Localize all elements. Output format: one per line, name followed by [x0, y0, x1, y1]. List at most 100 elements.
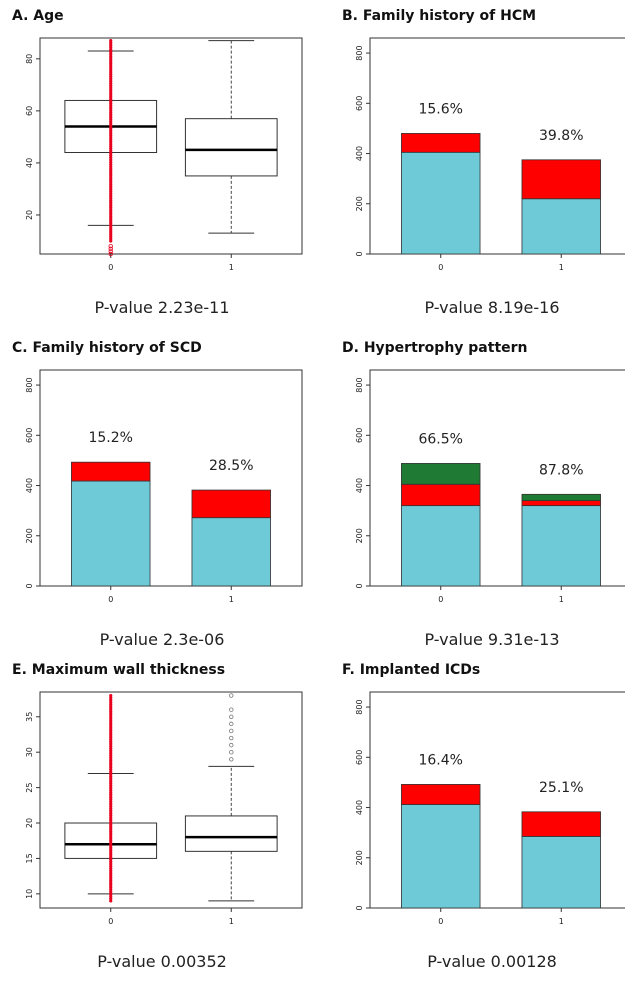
x-tick-label: 1	[229, 263, 234, 272]
data-point	[109, 41, 113, 45]
data-point	[109, 737, 113, 741]
data-point	[109, 70, 113, 74]
data-point	[109, 807, 113, 811]
data-point	[109, 225, 113, 230]
data-point	[109, 850, 113, 855]
data-point	[109, 871, 113, 875]
data-point	[109, 797, 113, 801]
data-point	[109, 117, 113, 122]
outlier-point	[229, 707, 234, 712]
p-value: P-value 9.31e-13	[424, 630, 560, 649]
data-point	[109, 707, 113, 711]
data-point	[109, 178, 113, 182]
data-point	[109, 846, 113, 850]
bar-segment	[521, 811, 601, 837]
data-point	[109, 129, 113, 133]
data-point	[109, 189, 113, 194]
data-point	[109, 758, 113, 762]
data-point	[109, 880, 113, 885]
data-point	[109, 867, 113, 871]
y-tick-label: 400	[355, 478, 364, 493]
data-point	[109, 818, 113, 822]
plot-frame	[39, 369, 303, 587]
data-point	[109, 717, 113, 721]
data-point	[109, 39, 113, 43]
panel-title: A. Age	[12, 8, 64, 24]
data-point	[109, 147, 113, 151]
y-tick-label: 600	[355, 428, 364, 443]
data-point	[109, 122, 113, 126]
data-point	[109, 760, 113, 765]
data-point	[109, 793, 113, 797]
data-point	[109, 212, 113, 216]
data-point	[109, 126, 113, 131]
x-tick-label: 0	[108, 917, 113, 926]
y-tick-label: 400	[355, 800, 364, 815]
data-point	[109, 772, 113, 776]
data-point	[109, 99, 113, 103]
data-point	[109, 234, 113, 239]
data-point	[109, 855, 113, 859]
panel-implanted-icds: F. Implanted ICDs 0 200 400 600 800 0 1 16.4% 25…	[342, 662, 625, 982]
data-point	[109, 726, 113, 730]
data-point	[109, 174, 113, 178]
y-tick-label: 0	[355, 251, 364, 256]
plot-frame	[369, 369, 625, 587]
data-point	[109, 770, 113, 774]
plot-frame	[39, 691, 303, 909]
data-point	[109, 59, 113, 63]
data-point	[109, 158, 113, 162]
data-point	[109, 106, 113, 110]
y-tick-label: 0	[25, 583, 34, 588]
p-value: P-value 0.00352	[97, 952, 227, 971]
box	[184, 118, 278, 177]
data-point	[109, 52, 113, 56]
data-point	[109, 216, 113, 221]
age-boxplot: 20 40 60 80 0 1	[25, 37, 303, 272]
bar-segment	[401, 784, 481, 805]
data-point	[109, 753, 113, 758]
data-point	[109, 201, 113, 205]
data-point	[109, 747, 113, 751]
data-point	[109, 804, 113, 808]
y-tick-label: 400	[355, 146, 364, 161]
data-point	[109, 730, 113, 735]
panel-max-wall-thickness: E. Maximum wall thickness 10 15 20 25 30 35 0 1…	[12, 662, 312, 982]
data-point	[109, 43, 113, 47]
bar-segment	[521, 198, 601, 255]
y-tick-label: 800	[25, 377, 34, 392]
outlier-point	[229, 749, 234, 755]
data-point	[109, 113, 113, 117]
data-point	[109, 848, 113, 852]
data-point	[109, 740, 113, 744]
data-point	[109, 66, 113, 70]
data-point	[109, 751, 113, 755]
data-point	[109, 77, 113, 81]
y-tick-label: 20	[25, 818, 34, 828]
data-point	[109, 869, 113, 873]
y-tick-label: 200	[355, 528, 364, 543]
panel-hypertrophy-pattern: D. Hypertrophy pattern 0 200 400 600 800 0 1 66…	[342, 340, 625, 660]
y-tick-label: 200	[355, 196, 364, 211]
data-point	[109, 728, 113, 732]
data-point	[109, 887, 113, 891]
panel-title: D. Hypertrophy pattern	[342, 340, 528, 356]
data-point	[109, 885, 113, 889]
bar-segment	[71, 480, 151, 587]
p-value: P-value 8.19e-16	[424, 298, 560, 317]
data-point	[109, 892, 113, 896]
data-point	[109, 50, 113, 54]
y-tick-label: 25	[25, 783, 34, 793]
data-point	[109, 84, 113, 88]
data-point	[109, 221, 113, 225]
data-point	[109, 710, 113, 714]
data-point	[109, 133, 113, 137]
data-point	[109, 214, 113, 218]
data-point	[109, 97, 113, 101]
bar-segment	[401, 804, 481, 909]
data-point	[109, 827, 113, 831]
data-point	[109, 185, 113, 189]
data-point	[109, 153, 113, 158]
data-point	[109, 75, 113, 79]
x-tick-label: 1	[229, 917, 234, 926]
